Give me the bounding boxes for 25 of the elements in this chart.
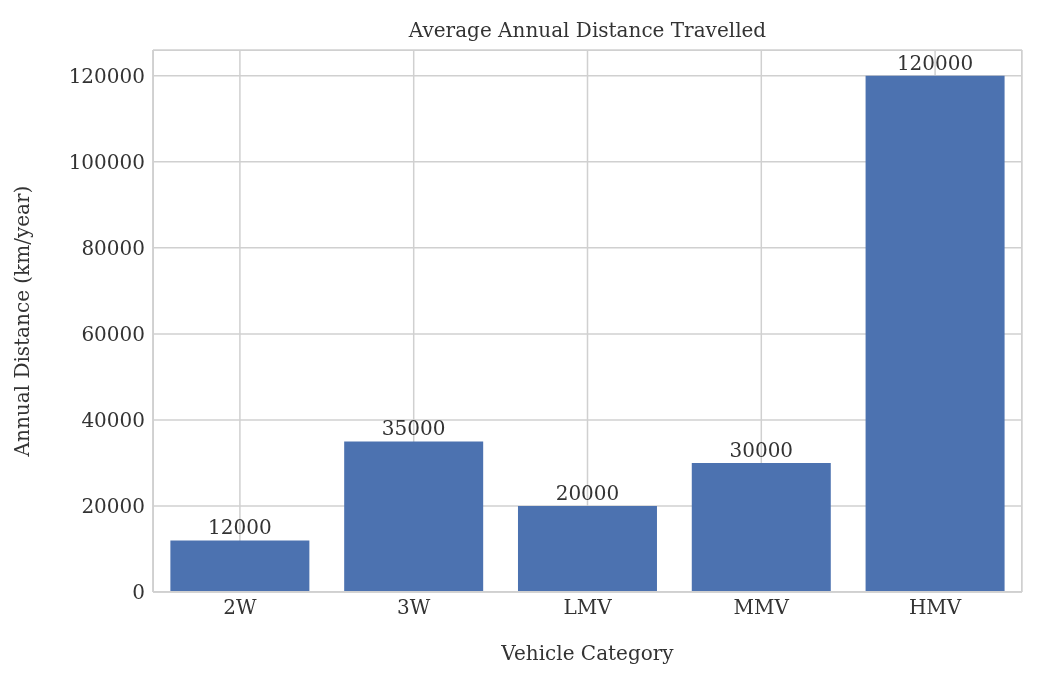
data-label: 120000 bbox=[896, 50, 974, 75]
x-tick-label: 3W bbox=[397, 595, 431, 620]
x-tick-label: MMV bbox=[733, 595, 790, 620]
y-tick-label: 120000 bbox=[68, 63, 145, 88]
x-tick-label: HMV bbox=[908, 595, 962, 620]
bar bbox=[170, 540, 310, 592]
bar bbox=[344, 441, 484, 592]
bar bbox=[865, 75, 1005, 592]
x-tick-label: 2W bbox=[223, 595, 257, 620]
y-tick-label: 100000 bbox=[68, 149, 145, 174]
data-label: 20000 bbox=[555, 480, 620, 505]
data-label: 30000 bbox=[729, 437, 794, 462]
chart-title: Average Annual Distance Travelled bbox=[407, 18, 768, 42]
data-label: 35000 bbox=[381, 416, 446, 441]
y-tick-label: 80000 bbox=[81, 235, 145, 260]
bar bbox=[517, 505, 657, 592]
x-axis-title: Vehicle Category bbox=[500, 641, 675, 665]
y-axis-title: Annual Distance (km/year) bbox=[10, 185, 35, 458]
y-tick-label: 60000 bbox=[81, 322, 145, 346]
data-label: 12000 bbox=[208, 515, 272, 540]
bar bbox=[691, 462, 831, 592]
x-tick-label: LMV bbox=[563, 595, 613, 620]
y-tick-label: 0 bbox=[132, 580, 145, 605]
y-tick-label: 40000 bbox=[81, 408, 145, 433]
y-tick-label: 20000 bbox=[81, 494, 145, 519]
